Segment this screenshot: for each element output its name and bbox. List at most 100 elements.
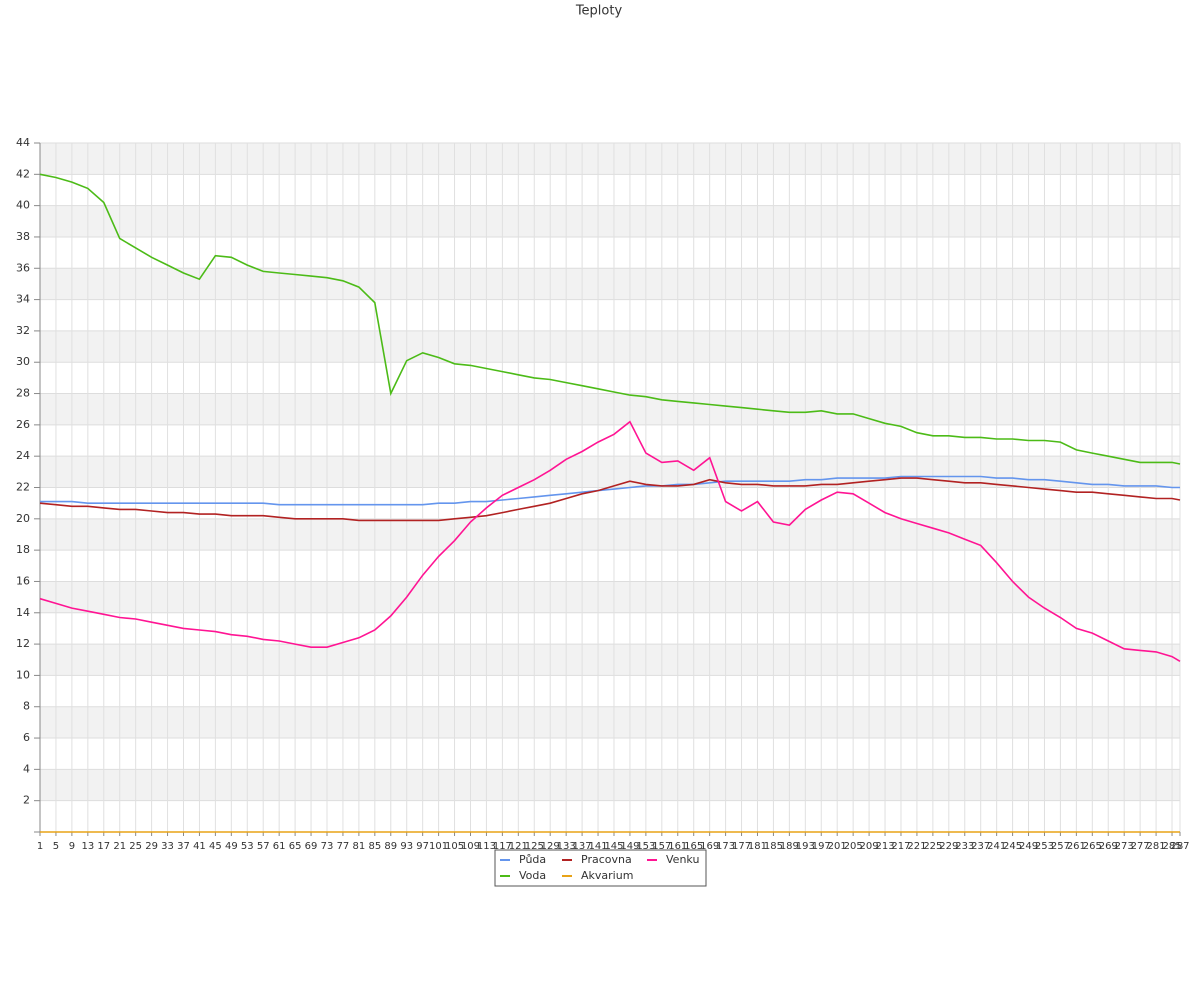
y-tick-label: 44 xyxy=(16,136,30,149)
x-tick-label: 101 xyxy=(429,841,448,852)
legend-box xyxy=(494,849,707,887)
x-tick-label: 241 xyxy=(987,841,1006,852)
x-tick-label: 33 xyxy=(161,841,174,852)
x-tick-label: 69 xyxy=(305,841,318,852)
y-tick-label: 24 xyxy=(16,449,30,462)
x-tick-label: 265 xyxy=(1083,841,1102,852)
x-tick-label: 221 xyxy=(907,841,926,852)
y-tick-label: 4 xyxy=(23,762,30,775)
x-tick-label: 37 xyxy=(177,841,190,852)
x-tick-label: 49 xyxy=(225,841,238,852)
x-tick-label: 169 xyxy=(700,841,719,852)
grid-band xyxy=(40,393,1180,425)
x-tick-label: 17 xyxy=(97,841,110,852)
grid-band xyxy=(40,581,1180,613)
x-tick-label: 249 xyxy=(1019,841,1038,852)
x-tick-label: 233 xyxy=(955,841,974,852)
legend-label: Pracovna xyxy=(581,853,632,866)
y-tick-label: 14 xyxy=(16,606,30,619)
x-tick-label: 161 xyxy=(668,841,687,852)
x-tick-label: 257 xyxy=(1051,841,1070,852)
x-tick-label: 209 xyxy=(860,841,879,852)
x-tick-label: 133 xyxy=(557,841,576,852)
x-tick-label: 281 xyxy=(1147,841,1166,852)
x-tick-label: 225 xyxy=(923,841,942,852)
x-tick-label: 53 xyxy=(241,841,254,852)
x-tick-label: 85 xyxy=(368,841,381,852)
grid-band xyxy=(40,518,1180,551)
x-tick-label: 137 xyxy=(573,841,592,852)
x-tick-label: 45 xyxy=(209,841,222,852)
x-tick-label: 73 xyxy=(321,841,334,852)
grid-band xyxy=(40,644,1180,676)
x-tick-label: 205 xyxy=(844,841,863,852)
x-tick-label: 237 xyxy=(971,841,990,852)
x-tick-label: 21 xyxy=(113,841,126,852)
x-tick-label: 245 xyxy=(1003,841,1022,852)
x-tick-label: 189 xyxy=(780,841,799,852)
x-tick-label: 261 xyxy=(1067,841,1086,852)
x-tick-label: 25 xyxy=(129,841,142,852)
x-tick-label: 121 xyxy=(509,841,528,852)
y-tick-label: 26 xyxy=(16,418,30,431)
y-tick-label: 10 xyxy=(16,668,30,681)
grid-band xyxy=(40,769,1180,801)
x-tick-label: 273 xyxy=(1115,841,1134,852)
series-line xyxy=(39,173,1181,465)
x-tick-label: 29 xyxy=(145,841,158,852)
x-tick-label: 285 xyxy=(1162,841,1181,852)
x-tick-label: 185 xyxy=(764,841,783,852)
x-tick-label: 157 xyxy=(652,841,671,852)
x-tick-label: 117 xyxy=(493,841,512,852)
grid-band xyxy=(40,330,1180,363)
y-tick-label: 36 xyxy=(16,261,30,274)
x-tick-label: 65 xyxy=(289,841,302,852)
y-tick-label: 18 xyxy=(16,543,30,556)
x-tick-label: 153 xyxy=(636,841,655,852)
y-tick-label: 42 xyxy=(16,167,30,180)
series-line xyxy=(40,475,1180,506)
y-tick-label: 6 xyxy=(23,731,30,744)
x-tick-label: 165 xyxy=(684,841,703,852)
x-tick-label: 201 xyxy=(828,841,847,852)
y-tick-label: 30 xyxy=(16,355,30,368)
grid-band xyxy=(40,456,1180,488)
x-tick-label: 97 xyxy=(416,841,429,852)
legend-label: Voda xyxy=(519,869,546,882)
x-tick-label: 5 xyxy=(53,841,59,852)
x-tick-label: 129 xyxy=(541,841,560,852)
y-tick-label: 28 xyxy=(16,387,30,400)
x-tick-label: 89 xyxy=(384,841,397,852)
x-tick-label: 145 xyxy=(604,841,623,852)
x-tick-label: 277 xyxy=(1131,841,1150,852)
x-tick-label: 181 xyxy=(748,841,767,852)
grid-band xyxy=(40,143,1180,175)
y-tick-label: 12 xyxy=(16,637,30,650)
grid-band xyxy=(40,205,1180,237)
x-tick-label: 197 xyxy=(812,841,831,852)
x-tick-label: 113 xyxy=(477,841,496,852)
legend-label: Akvarium xyxy=(581,869,633,882)
x-tick-label: 109 xyxy=(461,841,480,852)
legend-label: Venku xyxy=(666,853,699,866)
y-tick-label: 38 xyxy=(16,230,30,243)
y-tick-label: 40 xyxy=(16,199,30,212)
x-tick-label: 177 xyxy=(732,841,751,852)
x-tick-label: 93 xyxy=(400,841,413,852)
x-tick-label: 229 xyxy=(939,841,958,852)
series-line xyxy=(39,477,1181,522)
x-tick-label: 57 xyxy=(257,841,270,852)
x-tick-label: 61 xyxy=(273,841,286,852)
x-tick-label: 77 xyxy=(337,841,350,852)
y-tick-label: 34 xyxy=(16,293,30,306)
x-tick-label: 81 xyxy=(353,841,366,852)
x-tick-label: 213 xyxy=(875,841,894,852)
grid-band xyxy=(40,706,1180,739)
y-tick-label: 22 xyxy=(16,481,30,494)
chart-title: Teploty xyxy=(575,4,623,19)
y-tick-label: 20 xyxy=(16,512,30,525)
y-tick-label: 16 xyxy=(16,574,30,587)
x-tick-label: 253 xyxy=(1035,841,1054,852)
